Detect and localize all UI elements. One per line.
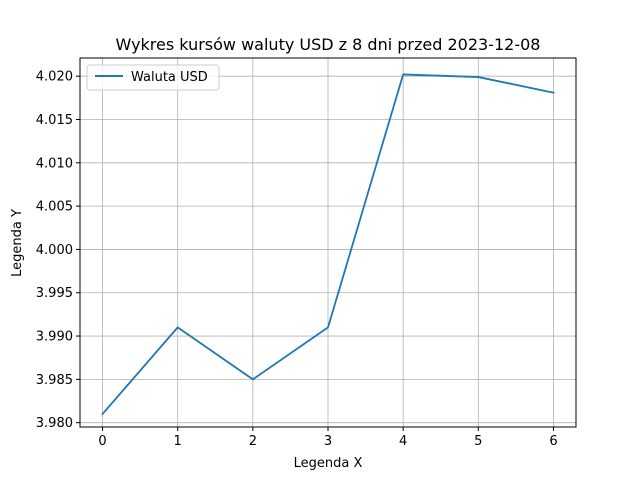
data-point xyxy=(101,413,103,415)
x-tick-label: 2 xyxy=(249,434,257,449)
data-point xyxy=(402,73,404,75)
y-axis-label: Legenda Y xyxy=(10,209,25,277)
y-tick-label: 4.010 xyxy=(36,156,73,171)
x-tick-label: 5 xyxy=(474,434,482,449)
y-tick-label: 4.020 xyxy=(36,70,73,85)
data-point xyxy=(477,76,479,78)
y-tick-label: 3.985 xyxy=(36,373,73,388)
x-tick-label: 4 xyxy=(399,434,407,449)
series-line xyxy=(101,73,555,416)
y-tick-label: 3.995 xyxy=(36,286,73,301)
y-tick-label: 3.990 xyxy=(36,330,73,345)
legend-box xyxy=(86,64,220,91)
x-tick-label: 1 xyxy=(174,434,182,449)
legend-label: Waluta USD xyxy=(131,70,208,85)
axis-ticks: 0 1 2 3 4 5 6 3.980 3.985 3.990 3.995 4.000 4.005 4.0… xyxy=(36,70,558,449)
y-tick-label: 4.000 xyxy=(36,243,73,258)
data-point xyxy=(327,326,329,328)
x-axis-label: Legenda X xyxy=(294,456,363,471)
x-tick-label: 3 xyxy=(324,434,332,449)
y-tick-label: 4.015 xyxy=(36,113,73,128)
y-tick-label: 4.005 xyxy=(36,200,73,215)
data-point xyxy=(552,91,554,93)
chart-title: Wykres kursów waluty USD z 8 dni przed 2… xyxy=(116,35,541,54)
y-tick-label: 3.980 xyxy=(36,416,73,431)
data-point xyxy=(252,378,254,380)
legend: Waluta USD xyxy=(86,64,220,91)
x-tick-label: 6 xyxy=(549,434,557,449)
data-point xyxy=(176,326,178,328)
grid-lines xyxy=(80,58,576,427)
x-tick-label: 0 xyxy=(98,434,106,449)
series-layer xyxy=(101,73,555,416)
